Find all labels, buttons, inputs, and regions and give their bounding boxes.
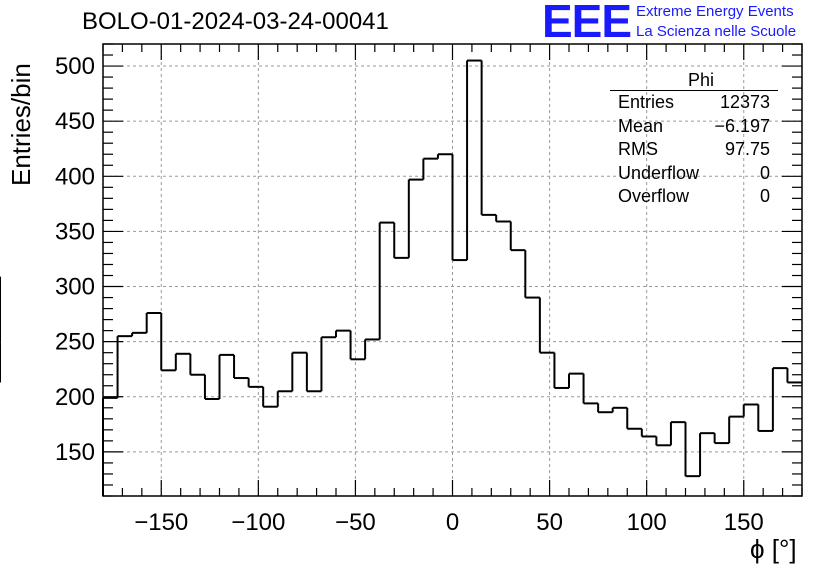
y-tick-label: 450 [55,108,95,135]
histogram-bin [218,353,235,399]
histogram-bin [378,221,395,340]
histogram-bin [626,407,642,430]
x-tick-label: −50 [335,509,376,536]
y-tick-label: 200 [55,384,95,411]
histogram-bin [771,367,788,431]
x-tick-label: 150 [724,509,764,536]
histogram-bin [407,178,424,258]
stats-row-mean: Mean −6.197 [610,115,778,139]
histogram-bin [160,312,176,372]
histogram-bin [509,221,526,252]
histogram-bin [276,390,293,407]
histogram-bin [247,378,264,388]
histogram-bin [713,433,730,445]
logo-mark: EEE [542,0,632,47]
x-tick-label: −150 [134,509,188,536]
histogram-bin [364,338,380,360]
stats-box: Phi Entries 12373 Mean −6.197 RMS 97.75 … [610,70,778,209]
stats-value: 97.75 [724,139,770,159]
histogram-bin [742,403,759,417]
histogram-bin [553,352,569,389]
histogram-bin [597,403,613,414]
histogram-bin [568,372,584,388]
y-tick-label: 300 [55,274,95,301]
tick-label-layer: −150 −100 −50 0 50 100 150 150 200 250 300 350 400 45… [55,53,764,536]
x-tick-label: −100 [231,509,285,536]
logo-line-1: Extreme Energy Events [636,3,794,20]
histogram-bin [102,396,118,496]
stats-row-rms: RMS 97.75 [610,138,778,162]
stats-value: 0 [759,162,770,183]
histogram-bin [582,373,599,405]
histogram-bin [349,330,366,361]
histogram-bin [538,297,555,354]
histogram-bin [728,415,744,444]
y-tick-label: 400 [55,163,95,190]
histogram-bin [131,331,147,337]
x-tick-label: 100 [627,509,667,536]
histogram-bin [757,404,773,432]
histogram-bin [233,354,249,380]
histogram-layer [0,59,802,496]
histogram-bin [466,59,482,261]
histogram-bin [422,157,438,180]
histogram-bin [436,153,453,159]
histogram-bin [640,428,657,438]
histogram-bin [669,421,686,446]
histogram-bin [189,353,205,376]
stats-label: RMS [618,139,658,159]
histogram-bin [305,352,322,393]
stats-label: Underflow [618,162,700,183]
logo-line-2: La Scienza nelle Scuole [636,23,797,40]
histogram-bin [393,222,409,259]
histogram-bin [262,386,278,408]
histogram-bin [451,154,468,262]
histogram-bin [145,311,162,333]
x-tick-label: 50 [536,509,563,536]
y-tick-label: 250 [55,329,95,356]
stats-label: Entries [618,92,675,112]
stats-row-overflow: Overflow 0 [610,185,778,209]
histogram-bin [480,60,497,216]
stats-label: Mean [618,115,664,136]
y-tick-label: 500 [55,53,95,80]
stats-title: Phi [610,70,778,91]
stats-label: Overflow [618,186,690,206]
histogram-bin [655,436,671,447]
plot-title: BOLO-01-2024-03-24-00041 [82,8,389,35]
stats-value: −6.197 [714,115,770,136]
stats-row-underflow: Underflow 0 [610,162,778,186]
stats-row-entries: Entries 12373 [610,91,778,115]
histogram-bin [786,368,802,384]
y-tick-label: 350 [55,218,95,245]
histogram-bin [320,336,336,392]
histogram-bin [174,352,191,371]
y-tick-label: 150 [55,439,95,466]
stats-value: 0 [759,186,770,206]
histogram-bin [611,406,628,413]
histogram-bin [116,335,133,398]
histogram-bin [335,329,351,338]
histogram-bin [699,432,715,477]
histogram-bin [524,250,540,299]
eee-logo: EEE Extreme Energy Events La Scienza nel… [542,0,832,46]
x-tick-label: 0 [446,509,459,536]
histogram-bin [495,214,511,223]
stats-value: 12373 [719,92,770,112]
x-axis-title: ϕ [°] [750,534,797,564]
tick-layer [102,43,803,497]
histogram-bin [291,351,307,392]
histogram-bin [203,374,220,400]
histogram-bin [684,422,701,478]
